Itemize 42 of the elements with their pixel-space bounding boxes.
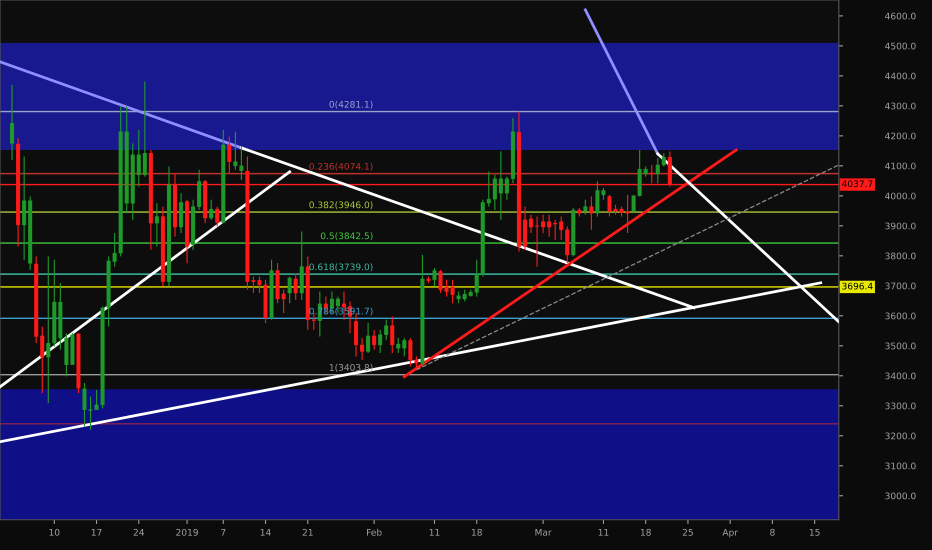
x-tick-label: Apr: [722, 529, 738, 538]
x-tick-label: 2019: [176, 528, 198, 536]
x-tick-label: 18: [472, 528, 482, 536]
ref-line-label: 0.382(3946.0): [309, 201, 372, 210]
x-tick-label: 8: [770, 528, 775, 536]
y-tick-label: 3600.0: [885, 312, 916, 320]
x-tick-label: 11: [598, 529, 608, 536]
x-tick-label: 14: [260, 529, 271, 536]
ref-line-label: 3696.4: [842, 282, 873, 290]
ref-line-label: 0.236(4074.1): [309, 162, 372, 171]
y-tick-label: 3900.0: [885, 222, 916, 230]
y-tick-label: 3800.0: [885, 252, 916, 260]
y-tick-label: 3300.0: [885, 402, 916, 410]
y-tick-label: 4200.0: [885, 132, 916, 140]
ref-line-label: 4037.7: [842, 180, 872, 188]
y-tick-label: 3400.0: [885, 372, 916, 380]
x-tick-label: 21: [302, 528, 313, 536]
x-tick-label: 10: [50, 528, 60, 536]
y-tick-label: 3100.0: [885, 462, 916, 470]
y-tick-label: 3500.0: [885, 342, 916, 350]
y-tick-label: 4500.0: [885, 42, 916, 50]
x-tick-label: 25: [682, 528, 693, 536]
x-tick-label: 17: [92, 529, 102, 536]
y-tick-label: 3700.0: [885, 282, 916, 290]
y-tick-label: 3200.0: [885, 432, 916, 440]
ref-line-label: 1(3403.8): [330, 364, 372, 372]
x-tick-label: 11: [430, 529, 440, 536]
ref-line-label: 0(4281.1): [329, 100, 372, 109]
y-tick-label: 3000.0: [885, 492, 916, 500]
x-tick-label: Mar: [535, 529, 552, 536]
y-tick-label: 4100.0: [885, 162, 916, 170]
x-tick-label: Feb: [367, 528, 382, 536]
ref-line-label: 0.5(3842.5): [320, 232, 372, 240]
y-tick-label: 4300.0: [885, 102, 916, 110]
y-tick-label: 4000.0: [885, 192, 916, 200]
x-tick-label: 7: [221, 529, 226, 536]
x-tick-label: 18: [640, 528, 651, 536]
x-tick-label: 15: [810, 529, 820, 536]
ref-line-label: 0.618(3739.0): [309, 263, 372, 272]
x-tick-label: 24: [134, 528, 144, 536]
y-tick-label: 4600.0: [885, 12, 916, 20]
y-tick-label: 4400.0: [885, 72, 916, 80]
